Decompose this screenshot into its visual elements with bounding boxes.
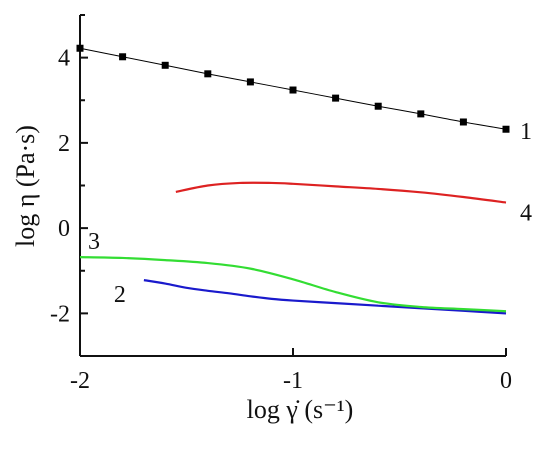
x-axis-label: log γ̇ (s⁻¹) [247,395,354,424]
y-ticks: -2 0 2 4 [50,14,88,327]
series-2-line [143,279,507,315]
series-1-point [204,70,212,78]
series-1-point [161,61,169,69]
curve-labels: 1 2 3 4 [88,119,532,308]
series-1-point [289,86,297,94]
series-1-point [502,125,510,133]
y-tick-label: 4 [58,46,70,72]
y-tick-label: 0 [58,216,70,242]
axes: -2 -1 0 -2 0 2 4 [50,14,512,394]
x-ticks: -2 -1 0 [70,348,512,394]
series-1-point [417,110,425,118]
curve-label-2: 2 [114,282,126,308]
curve-label-4: 4 [520,201,532,227]
series-layer [76,44,510,315]
series-1-point [119,53,127,61]
series-1-point [76,44,84,52]
series-1-point [374,102,382,110]
x-tick-label: -1 [283,368,303,394]
series-3-line [79,256,507,313]
series-4-line [175,181,507,204]
curve-label-1: 1 [520,119,532,145]
curve-label-3: 3 [88,229,100,255]
y-tick-label: 2 [58,131,70,157]
y-axis-label: log η (Pa·s) [11,125,40,247]
series-1-point [246,78,254,86]
y-tick-label: -2 [50,301,70,327]
series-1-point [332,94,340,102]
x-tick-label: -2 [70,368,90,394]
series-1-point [459,118,467,126]
x-tick-label: 0 [500,368,512,394]
